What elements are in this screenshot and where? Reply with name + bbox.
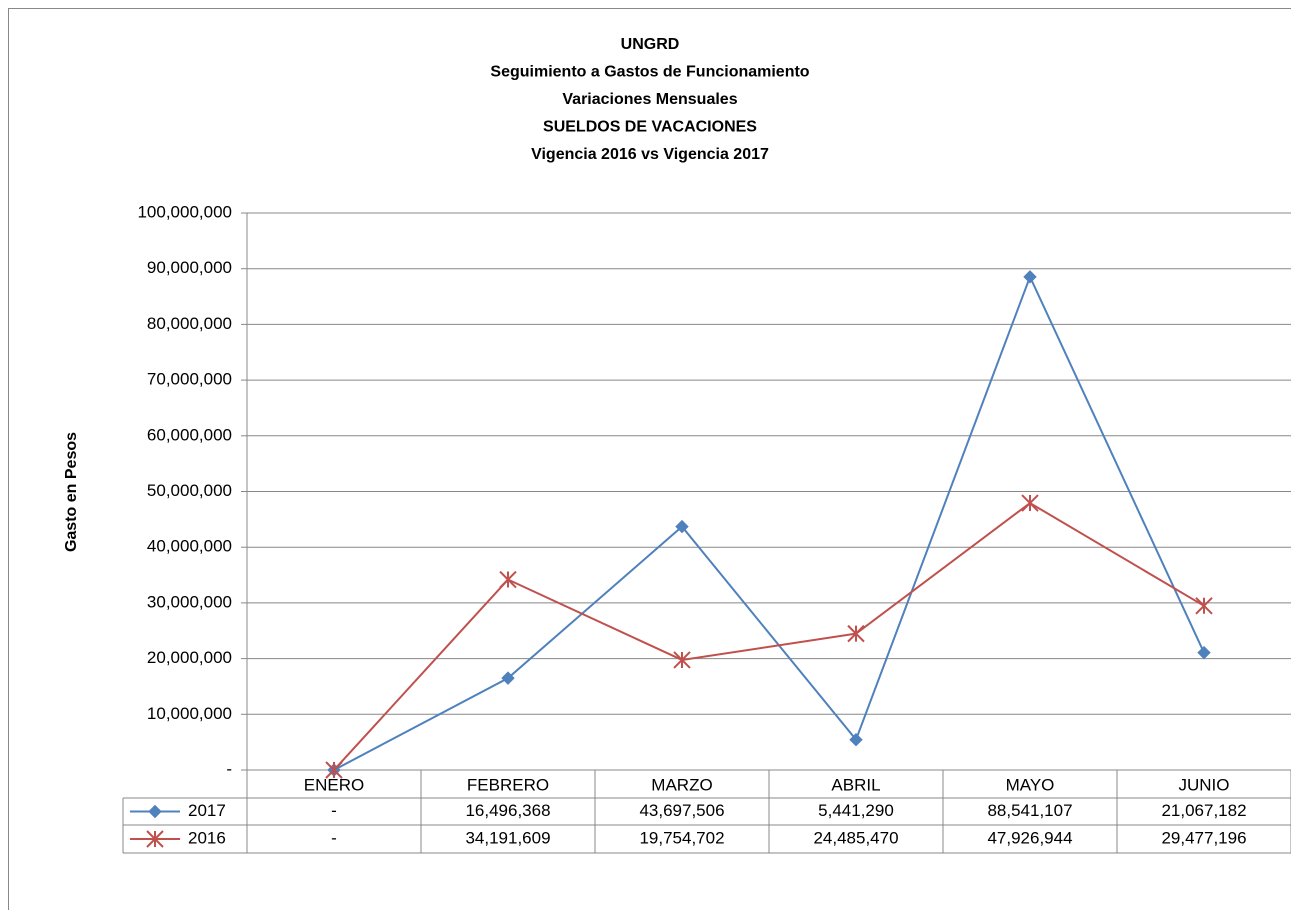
y-tick-label: 50,000,000 xyxy=(147,481,232,500)
x-tick-label: JUNIO xyxy=(1179,775,1230,794)
value-label: 29,477,196 xyxy=(1161,828,1246,847)
y-tick-label: 100,000,000 xyxy=(137,202,232,221)
y-tick-label: 60,000,000 xyxy=(147,425,232,444)
y-tick-label: 30,000,000 xyxy=(147,592,232,611)
value-label: - xyxy=(331,801,337,820)
y-tick-label: 70,000,000 xyxy=(147,370,232,389)
value-label: 5,441,290 xyxy=(818,801,894,820)
legend-label: 2016 xyxy=(188,828,226,847)
series-line xyxy=(333,274,1205,771)
value-label: 43,697,506 xyxy=(639,801,724,820)
y-tick-label: - xyxy=(226,759,232,778)
chart-title: Seguimiento a Gastos de Funcionamiento xyxy=(490,64,809,81)
marker xyxy=(501,671,515,685)
x-tick-label: MARZO xyxy=(651,775,712,794)
chart-title: Vigencia 2016 vs Vigencia 2017 xyxy=(531,146,769,163)
marker xyxy=(1021,494,1039,512)
value-label: 19,754,702 xyxy=(639,828,724,847)
marker xyxy=(1197,645,1211,660)
chart-title: Variaciones Mensuales xyxy=(562,91,737,108)
marker xyxy=(325,761,343,779)
marker xyxy=(1195,597,1213,615)
y-tick-label: 20,000,000 xyxy=(147,648,232,667)
value-label: - xyxy=(331,828,337,847)
marker xyxy=(847,624,865,643)
y-tick-label: 80,000,000 xyxy=(147,314,232,333)
value-label: 24,485,470 xyxy=(813,828,898,847)
value-label: 88,541,107 xyxy=(987,801,1072,820)
series-line xyxy=(333,501,1205,771)
value-label: 34,191,609 xyxy=(465,828,550,847)
title-group: UNGRD Seguimiento a Gastos de Funcionamie… xyxy=(490,36,809,163)
y-axis-label: Gasto en Pesos xyxy=(63,432,80,552)
value-label: 16,496,368 xyxy=(465,801,550,820)
value-label: 21,067,182 xyxy=(1161,801,1246,820)
x-tick-label: ABRIL xyxy=(831,775,880,794)
y-tick-label: 90,000,000 xyxy=(147,258,232,277)
legend-label: 2017 xyxy=(188,801,226,820)
y-tick-label: 40,000,000 xyxy=(147,537,232,556)
y-tick-label: 10,000,000 xyxy=(147,704,232,723)
marker xyxy=(499,570,517,589)
chart-title: UNGRD xyxy=(621,36,680,53)
value-label: 47,926,944 xyxy=(987,828,1072,847)
chart-title: SUELDOS DE VACACIONES xyxy=(543,119,757,136)
marker xyxy=(1023,270,1037,284)
x-tick-label: ENERO xyxy=(304,775,364,794)
x-tick-label: FEBRERO xyxy=(467,775,549,794)
marker xyxy=(675,519,689,534)
chart-border xyxy=(8,8,1291,910)
x-tick-label: MAYO xyxy=(1006,775,1055,794)
marker xyxy=(849,732,863,747)
marker xyxy=(673,651,691,669)
marker xyxy=(148,804,162,819)
marker xyxy=(146,830,164,848)
